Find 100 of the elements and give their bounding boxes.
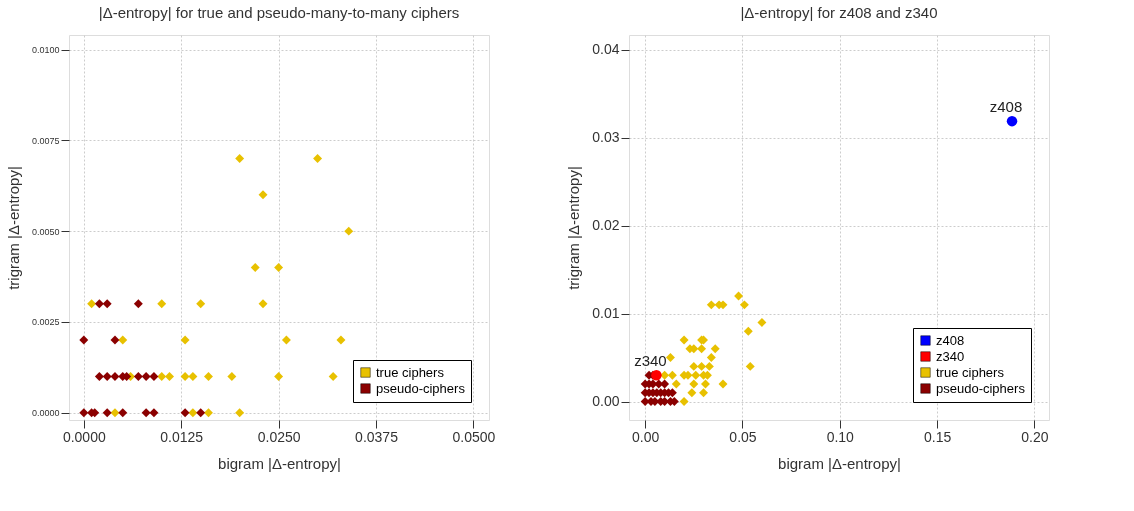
legend-label: true ciphers: [376, 364, 445, 380]
point: [235, 408, 245, 418]
point: [710, 344, 720, 354]
legend-label: pseudo-ciphers: [936, 380, 1026, 396]
point: [102, 371, 112, 381]
annotation: z408: [989, 98, 1023, 116]
point: [110, 408, 120, 418]
point: [133, 299, 143, 309]
point: [660, 379, 670, 389]
point: [258, 190, 268, 200]
y-tick-label: 0.04: [592, 41, 620, 58]
point: [141, 371, 151, 381]
point: [691, 370, 701, 380]
y-axis-title: trigram |Δ-entropy|: [565, 166, 583, 290]
point: [665, 353, 675, 363]
point: [704, 361, 714, 371]
point: [718, 379, 728, 389]
x-tick-label: 0.0125: [160, 428, 204, 445]
point: [141, 408, 151, 418]
point: [188, 371, 198, 381]
point: [743, 326, 753, 336]
point: [706, 353, 716, 363]
point: [188, 408, 198, 418]
point: [196, 408, 206, 418]
point: [344, 226, 354, 236]
point: [149, 408, 159, 418]
point: [196, 299, 206, 309]
point: [102, 408, 112, 418]
point: [689, 361, 699, 371]
point: [118, 408, 128, 418]
point: [274, 262, 284, 272]
point: [133, 371, 143, 381]
point: [739, 300, 749, 310]
annotation: z340: [634, 352, 667, 370]
point: [757, 317, 767, 327]
point: [180, 335, 190, 345]
point: [687, 388, 697, 398]
y-tick-label: 0.02: [592, 217, 620, 234]
x-axis-title: bigram |Δ-entropy|: [778, 454, 901, 472]
point: [102, 299, 112, 309]
y-tick-label: 0.0100: [31, 45, 60, 56]
legend-label: true ciphers: [936, 364, 1005, 380]
y-tick-label: 0.00: [592, 393, 620, 410]
legend-label: pseudo-ciphers: [376, 380, 466, 396]
point: [745, 361, 755, 371]
point: [118, 335, 128, 345]
point: [180, 408, 190, 418]
point: [94, 299, 104, 309]
x-tick-label: 0.0000: [62, 428, 106, 445]
x-tick-label: 0.20: [1021, 428, 1049, 445]
point: [697, 361, 707, 371]
point: [651, 369, 662, 381]
point: [110, 371, 120, 381]
x-tick-label: 0.0375: [355, 428, 399, 445]
point: [180, 371, 190, 381]
point: [227, 371, 237, 381]
point: [94, 371, 104, 381]
y-axis-title: trigram |Δ-entropy|: [4, 166, 22, 290]
point: [679, 397, 689, 407]
y-tick-label: 0.01: [592, 305, 620, 322]
y-tick-label: 0.0025: [31, 317, 60, 328]
point: [660, 370, 670, 380]
point: [313, 154, 323, 163]
chart-title: |Δ-entropy| for true and pseudo-many-to-many ciphers: [98, 4, 460, 21]
legend-label: z340: [936, 348, 965, 364]
point: [328, 371, 338, 381]
point: [734, 291, 744, 301]
point: [697, 344, 707, 354]
x-tick-label: 0.10: [826, 428, 855, 445]
point: [87, 299, 97, 309]
x-tick-label: 0.15: [923, 428, 952, 445]
y-tick-label: 0.03: [592, 129, 620, 146]
y-tick-label: 0.0050: [31, 226, 60, 237]
point: [336, 335, 346, 345]
point: [1006, 115, 1018, 127]
x-tick-label: 0.0250: [257, 428, 301, 445]
point: [110, 335, 120, 345]
point: [701, 379, 710, 389]
y-tick-label: 0.0075: [31, 135, 60, 146]
x-tick-label: 0.05: [729, 428, 757, 445]
x-tick-label: 0.0500: [452, 428, 496, 445]
point: [281, 335, 291, 345]
point: [667, 370, 677, 380]
point: [235, 154, 245, 163]
point: [204, 408, 213, 418]
point: [165, 371, 174, 381]
x-axis-title: bigram |Δ-entropy|: [218, 454, 341, 472]
point: [679, 335, 689, 345]
point: [157, 299, 167, 309]
point: [79, 335, 89, 345]
point: [149, 371, 159, 381]
point: [79, 408, 89, 418]
point: [250, 262, 260, 272]
point: [258, 299, 268, 309]
x-tick-label: 0.00: [632, 428, 660, 445]
chart-title: |Δ-entropy| for z408 and z340: [740, 4, 938, 21]
point: [706, 300, 716, 310]
y-tick-label: 0.0000: [31, 408, 60, 419]
legend-label: z408: [936, 332, 965, 348]
point: [274, 371, 284, 381]
